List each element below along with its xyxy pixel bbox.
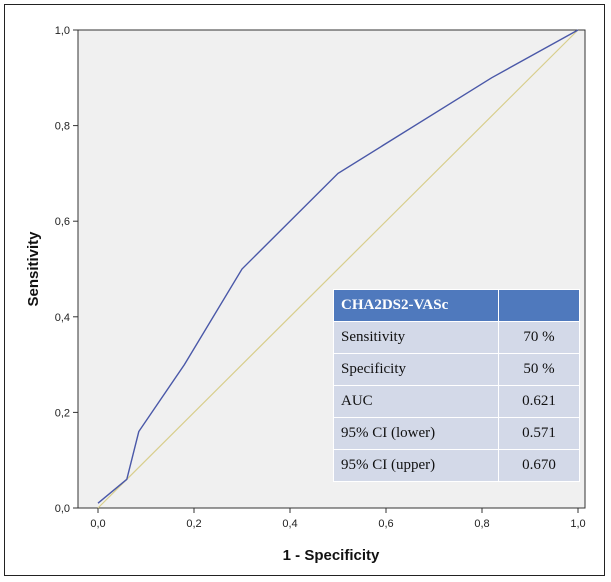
series-group [97, 29, 579, 509]
table-header-empty [498, 289, 580, 322]
x-tick-label: 0,4 [282, 518, 297, 530]
row-value: 50 % [498, 353, 580, 386]
y-tick-label: 0,6 [55, 216, 70, 228]
x-axis-title: 1 - Specificity [283, 547, 380, 564]
table-row: Specificity 50 % [333, 353, 580, 386]
y-tick-label: 1,0 [55, 25, 70, 37]
x-tick-label: 0,0 [90, 518, 105, 530]
row-label: Specificity [333, 353, 499, 386]
axis-ticks: 0,0 0,2 0,4 0,6 0,8 1,0 0,0 0,2 0,4 0,6 0,8 1,0 [55, 25, 586, 530]
row-label: Sensitivity [333, 321, 499, 354]
x-tick-label: 0,8 [474, 518, 489, 530]
row-value: 0.621 [498, 385, 580, 418]
y-tick-label: 0,0 [55, 503, 70, 515]
x-tick-label: 0,2 [186, 518, 201, 530]
row-value: 0.670 [498, 449, 580, 482]
stats-table: CHA2DS2-VASc Sensitivity 70 % Specificit… [333, 289, 580, 482]
table-row: 95% CI (upper) 0.670 [333, 449, 580, 482]
table-row: AUC 0.621 [333, 385, 580, 418]
row-label: 95% CI (lower) [333, 417, 499, 450]
row-label: 95% CI (upper) [333, 449, 499, 482]
roc-curve-line [97, 29, 579, 504]
y-tick-label: 0,2 [55, 407, 70, 419]
x-tick-label: 1,0 [570, 518, 585, 530]
x-tick-label: 0,6 [378, 518, 393, 530]
reference-diagonal-line [97, 29, 579, 509]
row-label: AUC [333, 385, 499, 418]
table-header: CHA2DS2-VASc [333, 289, 499, 322]
y-tick-label: 0,4 [55, 312, 70, 324]
table-row: 95% CI (lower) 0.571 [333, 417, 580, 450]
y-tick-label: 0,8 [55, 121, 70, 133]
row-value: 0.571 [498, 417, 580, 450]
table-row: Sensitivity 70 % [333, 321, 580, 354]
row-value: 70 % [498, 321, 580, 354]
y-axis-title: Sensitivity [25, 231, 42, 307]
table-header-row: CHA2DS2-VASc [333, 289, 580, 322]
